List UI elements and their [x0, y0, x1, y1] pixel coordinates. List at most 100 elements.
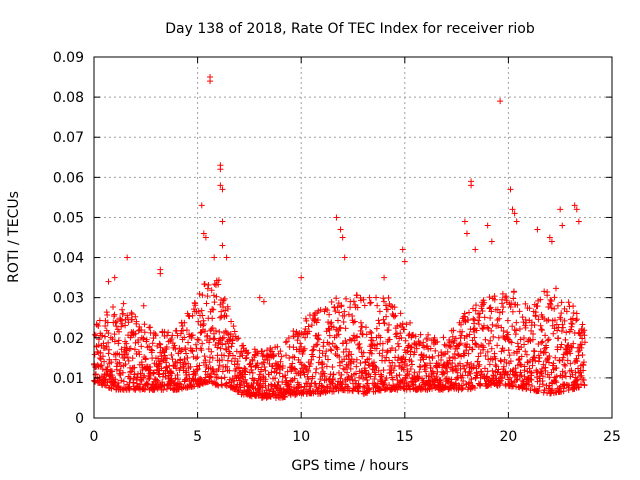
data-point — [354, 292, 361, 299]
data-point — [402, 337, 409, 344]
data-point — [236, 353, 243, 360]
data-point — [486, 361, 493, 368]
data-point — [210, 336, 217, 343]
data-point — [97, 349, 104, 356]
data-point — [161, 328, 168, 335]
y-axis-label: ROTI / TECUs — [6, 191, 22, 283]
data-point — [267, 393, 274, 400]
data-point — [457, 340, 464, 347]
x-axis-label: GPS time / hours — [291, 458, 408, 474]
data-point — [539, 373, 546, 380]
data-point — [337, 324, 344, 331]
data-point — [465, 317, 472, 324]
data-point — [575, 352, 582, 359]
data-point — [518, 353, 525, 360]
data-point — [482, 336, 489, 343]
data-point — [546, 382, 553, 389]
data-point — [312, 369, 319, 376]
data-point — [141, 321, 148, 328]
data-point — [363, 376, 370, 383]
data-point — [547, 301, 554, 308]
data-point — [488, 327, 495, 334]
data-point — [239, 352, 246, 359]
data-point — [215, 366, 222, 373]
data-point — [103, 343, 110, 350]
data-point — [396, 371, 403, 378]
data-point — [268, 369, 275, 376]
data-point — [349, 376, 356, 383]
data-point — [102, 323, 109, 330]
data-point — [407, 366, 414, 373]
data-point — [97, 362, 104, 369]
data-point — [184, 354, 191, 361]
data-point — [417, 364, 424, 371]
data-point — [554, 302, 561, 309]
data-point — [142, 355, 149, 362]
data-point — [198, 307, 205, 314]
data-point — [221, 295, 228, 302]
data-point — [104, 364, 111, 371]
data-point — [172, 346, 179, 353]
plot-frame — [93, 56, 613, 419]
data-point — [516, 308, 523, 315]
data-point — [367, 373, 374, 380]
data-point — [307, 383, 314, 390]
y-tick-label: 0.06 — [53, 170, 84, 186]
data-point — [362, 324, 369, 331]
data-point — [91, 351, 98, 358]
data-point — [542, 367, 549, 374]
data-point — [219, 218, 226, 225]
data-point — [218, 308, 225, 315]
data-point — [454, 345, 461, 352]
data-point — [488, 308, 495, 315]
data-point — [373, 294, 380, 301]
data-point — [536, 354, 543, 361]
data-point — [558, 310, 565, 317]
data-point — [493, 363, 500, 370]
data-point — [229, 352, 236, 359]
data-point — [211, 299, 218, 306]
data-point — [449, 359, 456, 366]
data-point — [105, 339, 112, 346]
data-point — [322, 352, 329, 359]
data-point — [125, 319, 132, 326]
data-point — [111, 311, 118, 318]
data-point — [535, 341, 542, 348]
data-point — [283, 338, 290, 345]
data-point — [458, 321, 465, 328]
data-point — [528, 319, 535, 326]
data-point — [378, 372, 385, 379]
data-point — [532, 313, 539, 320]
data-point — [579, 352, 586, 359]
data-point — [472, 246, 479, 253]
data-point — [98, 362, 105, 369]
data-point — [531, 354, 538, 361]
data-point — [471, 334, 478, 341]
data-point — [390, 367, 397, 374]
data-point — [430, 381, 437, 388]
data-point — [131, 364, 138, 371]
data-point — [561, 381, 568, 388]
data-point — [403, 321, 410, 328]
data-point — [507, 303, 514, 310]
data-point — [381, 298, 388, 305]
data-point — [537, 296, 544, 303]
data-point — [154, 385, 161, 392]
data-point — [255, 350, 262, 357]
data-point — [146, 375, 153, 382]
data-point — [408, 358, 415, 365]
data-point — [569, 321, 576, 328]
data-point — [569, 315, 576, 322]
data-point — [248, 366, 255, 373]
data-point — [551, 294, 558, 301]
data-point — [117, 363, 124, 370]
data-point — [459, 372, 466, 379]
data-point — [461, 365, 468, 372]
data-point — [274, 365, 281, 372]
data-point — [539, 338, 546, 345]
data-point — [298, 343, 305, 350]
data-point — [317, 376, 324, 383]
data-point — [399, 320, 406, 327]
data-point — [285, 335, 292, 342]
